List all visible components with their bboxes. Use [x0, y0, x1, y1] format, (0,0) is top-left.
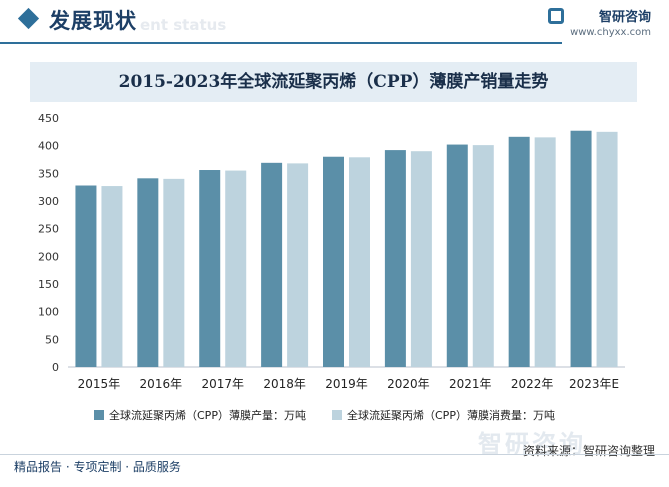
- section-title: 发展现状: [49, 8, 137, 33]
- ghost-subtitle: ent status: [140, 16, 227, 34]
- y-tick-label: 350: [38, 167, 59, 180]
- section-header: 发展现状 ent status 智研咨询 www.chyxx.com: [0, 0, 669, 44]
- watermark-text: 智研咨询: [478, 430, 586, 458]
- y-tick-label: 200: [38, 250, 59, 263]
- x-tick-label: 2018年: [263, 377, 306, 391]
- bar-production: [323, 156, 344, 367]
- y-tick-label: 0: [52, 361, 59, 374]
- diamond-icon: [17, 7, 40, 30]
- bar-consumption: [287, 163, 309, 367]
- y-tick-label: 450: [38, 112, 59, 125]
- y-tick-label: 300: [38, 195, 59, 208]
- legend-swatch-consumption: [332, 410, 342, 420]
- y-tick-label: 400: [38, 140, 59, 153]
- x-tick-label: 2019年: [325, 377, 368, 391]
- x-tick-label: 2020年: [387, 377, 430, 391]
- bar-production: [384, 150, 406, 367]
- y-tick-label: 100: [38, 306, 59, 319]
- bar-production: [75, 185, 97, 367]
- y-tick-label: 150: [38, 278, 59, 291]
- bar-production: [508, 136, 530, 367]
- legend-label-production: 全球流延聚丙烯（CPP）薄膜产量：万吨: [109, 409, 306, 422]
- x-tick-label: 2023年E: [569, 377, 619, 391]
- bar-chart: 0 50 100 150 200 250 300 350 400 450 2015年 2016年 201…: [38, 112, 625, 391]
- bar-production: [137, 178, 159, 367]
- bar-consumption: [101, 186, 123, 367]
- legend-item-production: 全球流延聚丙烯（CPP）薄膜产量：万吨: [94, 407, 306, 423]
- bar-consumption: [596, 131, 618, 367]
- bar-production: [261, 162, 283, 367]
- bar-production: [446, 144, 468, 367]
- x-tick-label: 2015年: [78, 377, 121, 391]
- brand-url: www.chyxx.com: [570, 27, 651, 38]
- footer: 精品报告 · 专项定制 · 品质服务: [0, 454, 669, 487]
- legend-label-consumption: 全球流延聚丙烯（CPP）薄膜消费量：万吨: [347, 409, 555, 422]
- brand-name: 智研咨询: [598, 10, 651, 25]
- bar-consumption: [349, 157, 370, 367]
- logo-icon: [548, 8, 565, 24]
- y-tick-label: 50: [45, 333, 59, 346]
- bar-production: [199, 170, 221, 367]
- bar-production: [570, 130, 592, 367]
- footer-text: 精品报告 · 专项定制 · 品质服务: [14, 460, 181, 474]
- chart-title-bar: 2015-2023年全球流延聚丙烯（CPP）薄膜产销量走势: [30, 62, 637, 102]
- x-tick-label: 2022年: [511, 377, 554, 391]
- bar-consumption: [163, 178, 185, 367]
- bar-consumption: [534, 137, 556, 367]
- brand-logo: 智研咨询 www.chyxx.com: [548, 6, 651, 38]
- x-tick-label: 2016年: [140, 377, 183, 391]
- bar-consumption: [225, 170, 247, 367]
- legend-item-consumption: 全球流延聚丙烯（CPP）薄膜消费量：万吨: [332, 407, 555, 423]
- x-tick-label: 2021年: [449, 377, 492, 391]
- bar-consumption: [410, 151, 432, 367]
- y-tick-label: 250: [38, 223, 59, 236]
- x-tick-label: 2017年: [201, 377, 244, 391]
- legend-swatch-production: [94, 410, 104, 420]
- bar-consumption: [472, 145, 494, 367]
- chart-title: 2015-2023年全球流延聚丙烯（CPP）薄膜产销量走势: [118, 72, 549, 92]
- header-rule: [0, 42, 562, 44]
